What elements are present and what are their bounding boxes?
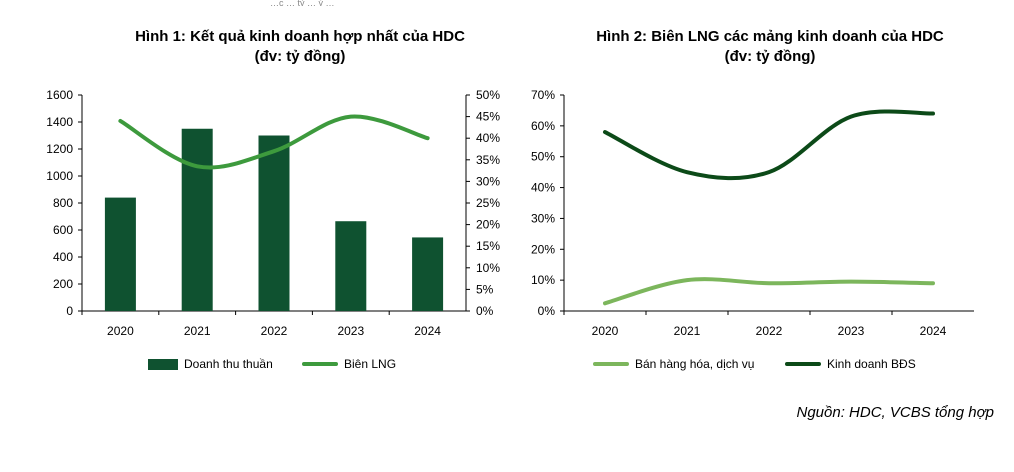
chart1-x-tick-label: 2023 [337, 324, 364, 338]
chart1-right-tick-label: 45% [476, 110, 500, 124]
legend-label-margin: Biên LNG [344, 357, 397, 371]
chart1-left-tick-label: 1600 [46, 88, 73, 102]
chart1-left-tick-label: 400 [53, 250, 73, 264]
chart1-x-tick-label: 2022 [261, 324, 288, 338]
chart1-x-tick-label: 2021 [184, 324, 211, 338]
revenue-bar [104, 197, 136, 311]
chart1-left-tick-label: 1400 [46, 115, 73, 129]
chart1-left-tick-label: 1200 [46, 142, 73, 156]
line-swatch-icon [785, 362, 821, 366]
chart1-right-tick-label: 25% [476, 196, 500, 210]
chart1-right-tick-label: 0% [476, 304, 494, 318]
chart1-right-tick-label: 30% [476, 174, 500, 188]
revenue-bar [335, 221, 367, 311]
chart2-subtitle: (đv: tỷ đồng) [724, 48, 816, 65]
chart1-right-tick-label: 10% [476, 261, 500, 275]
revenue-bar [258, 135, 290, 311]
chart1-legend-bar: Doanh thu thuần [148, 357, 273, 371]
legend-label-realestate: Kinh doanh BĐS [827, 357, 916, 371]
chart2-title: Hình 2: Biên LNG các mảng kinh doanh của… [596, 28, 944, 45]
chart1-left-tick-label: 600 [53, 223, 73, 237]
chart2-legend-goods: Bán hàng hóa, dịch vụ [593, 357, 754, 371]
chart1-legend-line: Biên LNG [302, 357, 396, 371]
chart1-left-tick-label: 1000 [46, 169, 73, 183]
chart1-right-tick-label: 15% [476, 239, 500, 253]
chart1-title: Hình 1: Kết quả kinh doanh hợp nhất của … [135, 28, 465, 45]
chart1-x-tick-label: 2020 [107, 324, 134, 338]
bar-swatch-icon [148, 358, 178, 370]
legend-label-revenue: Doanh thu thuần [184, 357, 273, 371]
chart1-right-tick-label: 50% [476, 88, 500, 102]
chart2-legend-realestate: Kinh doanh BĐS [785, 357, 916, 371]
chart1-left-tick-label: 200 [53, 277, 73, 291]
chart1-right-tick-label: 40% [476, 131, 500, 145]
revenue-bar [412, 237, 444, 311]
line-swatch-icon [593, 362, 629, 366]
legend-label-goods: Bán hàng hóa, dịch vụ [635, 357, 755, 371]
chart1-right-tick-label: 20% [476, 218, 500, 232]
chart1-right-tick-label: 35% [476, 153, 500, 167]
chart1-subtitle: (đv: tỷ đồng) [254, 48, 346, 65]
source-note: Nguồn: HDC, VCBS tổng hợp [796, 404, 995, 421]
chart1-left-tick-label: 0 [66, 304, 73, 318]
cropped-top-text: …c … tỷ … ỳ … [270, 0, 335, 6]
chart1-x-tick-label: 2024 [414, 324, 441, 338]
chart1-right-tick-label: 5% [476, 282, 494, 296]
chart1-left-tick-label: 800 [53, 196, 73, 210]
line-swatch-icon [302, 362, 338, 366]
chart2-title-block: Hình 2: Biên LNG các mảng kinh doanh của… [560, 27, 980, 67]
chart1-title-block: Hình 1: Kết quả kinh doanh hợp nhất của … [100, 27, 500, 67]
revenue-bar [181, 128, 213, 311]
